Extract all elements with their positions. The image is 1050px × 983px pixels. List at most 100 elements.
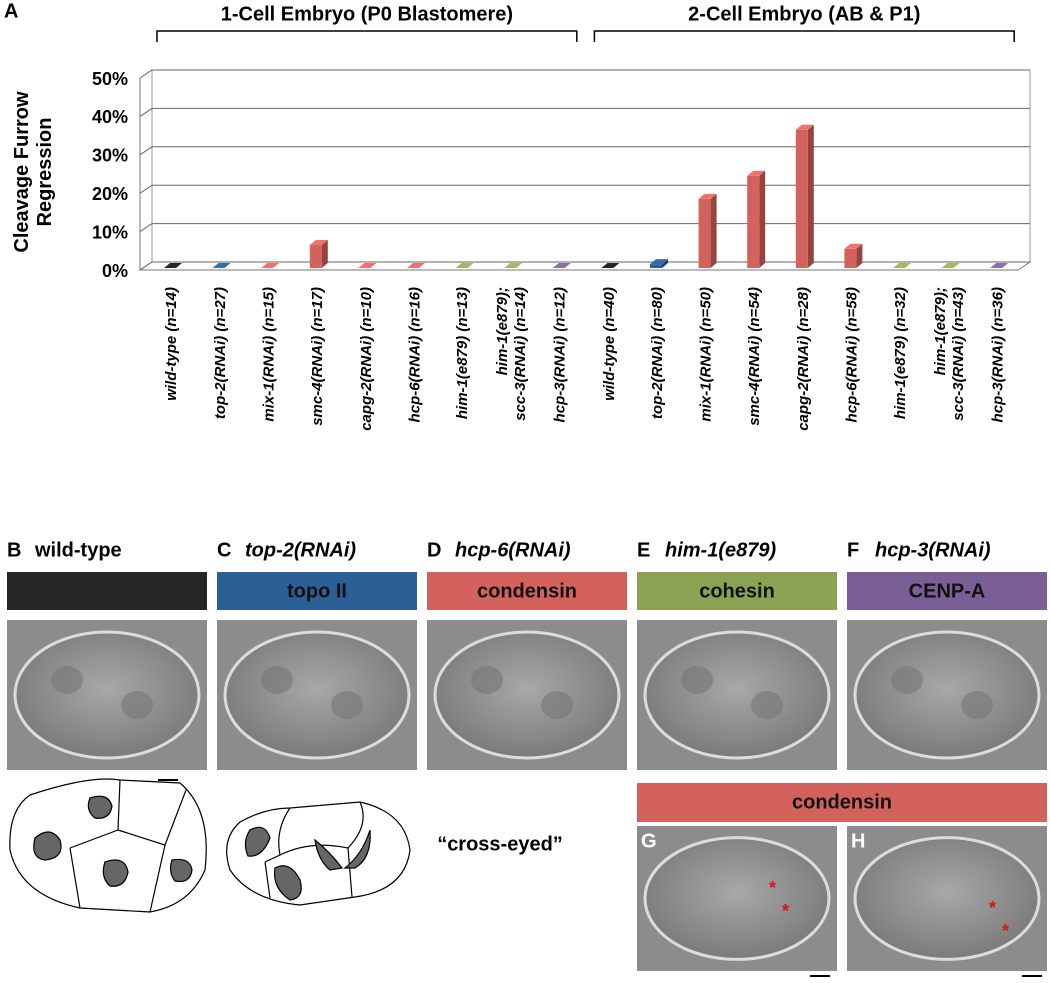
label-box [637,783,1047,822]
nucleus [961,691,993,719]
y-tick-label: 10% [92,222,128,242]
bar-side [759,170,766,268]
nucleus [541,691,573,719]
y-axis-title: Cleavage Furrow Regression [11,91,56,253]
embryo [13,630,201,760]
bar-top [650,259,668,265]
x-tick-label: him-1(e879) (n=32) [892,287,909,420]
panel-letter: B [7,539,21,561]
nucleus [331,691,363,719]
panel-letter: C [217,539,231,561]
marker: * [782,901,789,921]
marker: * [1002,921,1009,941]
grid-line [139,261,1030,271]
panel-title: wild-type [34,539,122,561]
bar-top [164,263,182,268]
bar-side [321,239,328,268]
group-bracket [593,30,1015,42]
embryo [223,630,411,760]
x-tick-label: capg-2(RNAi) (n=10) [357,287,375,431]
x-tick-label: top-2(RNAi) (n=80) [649,287,666,420]
nucleus [51,666,83,694]
marker: * [989,898,996,918]
x-tick-label: hcp-3(RNAi) (n=12) [551,287,569,423]
x-tick-label: him-1(e879); scc-3(RNAi) (n=43) [931,287,967,421]
cross-eyed-schematic [226,801,411,906]
panel-letter: D [427,539,441,561]
bar-side [662,259,668,268]
grid-line [139,146,1030,156]
x-tick-label: mix-1(RNAi) (n=15) [260,287,278,422]
bar-top [795,124,814,130]
panel-letter: F [847,539,859,561]
y-tick-label: 0% [102,261,128,281]
bar-top [261,263,280,268]
group-label: 2-Cell Embryo (AB & P1) [688,3,920,25]
bar-side [856,243,863,268]
x-tick-label: hcp-6(RNAi) (n=58) [843,287,861,423]
x-tick-label: smc-4(RNAi) (n=17) [308,287,326,426]
label-box [217,572,417,610]
panel-letter: H [851,830,865,852]
bar-top [990,263,1009,268]
annotation: “cross-eyed” [437,833,563,855]
grid-line [139,223,1030,233]
y-tick-label: 20% [92,184,128,204]
label-box-text: condensin [477,580,577,602]
bar-top [212,263,231,268]
bar-top [698,193,717,199]
grid-line [139,184,1030,194]
bar [650,264,662,268]
label-box [7,572,207,610]
x-tick-label: wild-type (n=14) [163,287,180,401]
bar-top [504,263,523,268]
bar-top [941,263,960,268]
y-tick-label: 40% [92,107,128,127]
x-tick-label: top-2(RNAi) (n=27) [211,287,229,420]
bar [795,129,808,268]
y-tick-label: 50% [92,69,128,89]
label-box [427,572,627,610]
bar-top [407,263,425,268]
group-label: 1-Cell Embryo (P0 Blastomere) [221,3,513,25]
nucleus [751,691,783,719]
grid-line [139,69,1030,79]
embryo [643,836,831,961]
bar-top [844,243,863,249]
panel-title: top-2(RNAi) [245,539,356,561]
y-tick-label: 30% [92,146,128,166]
nucleus [891,666,923,694]
label-box [847,572,1047,610]
bar-top [747,170,766,176]
bar-top [552,263,571,268]
bar-side [710,193,717,268]
label-box-text: condensin [792,791,892,813]
bar [747,175,760,268]
grid-line [139,107,1030,117]
bar-top [455,263,474,268]
label-box-text: topo II [287,580,347,602]
bar-top [893,263,911,268]
x-tick-label: wild-type (n=40) [600,287,618,401]
bar-top [601,263,620,268]
embryo [853,836,1041,961]
bar [309,244,322,268]
x-tick-label: smc-4(RNAi) (n=54) [746,287,764,426]
embryo [643,630,831,760]
bar [698,198,711,268]
bar [844,248,857,268]
x-tick-label: him-1(e879); scc-3(RNAi) (n=14) [494,287,530,421]
x-tick-label: him-1(e879) (n=13) [454,287,472,420]
group-bracket [156,30,578,42]
label-box-text: cohesin [699,580,775,602]
bar-top [358,263,377,268]
panel-title: hcp-6(RNAi) [455,539,571,561]
embryo [433,630,621,760]
panel-letter: G [641,830,657,852]
panel-title: him-1(e879) [665,539,776,561]
x-tick-label: mix-1(RNAi) (n=50) [697,287,715,422]
nucleus [261,666,293,694]
label-box-text: CENP-A [909,580,986,602]
